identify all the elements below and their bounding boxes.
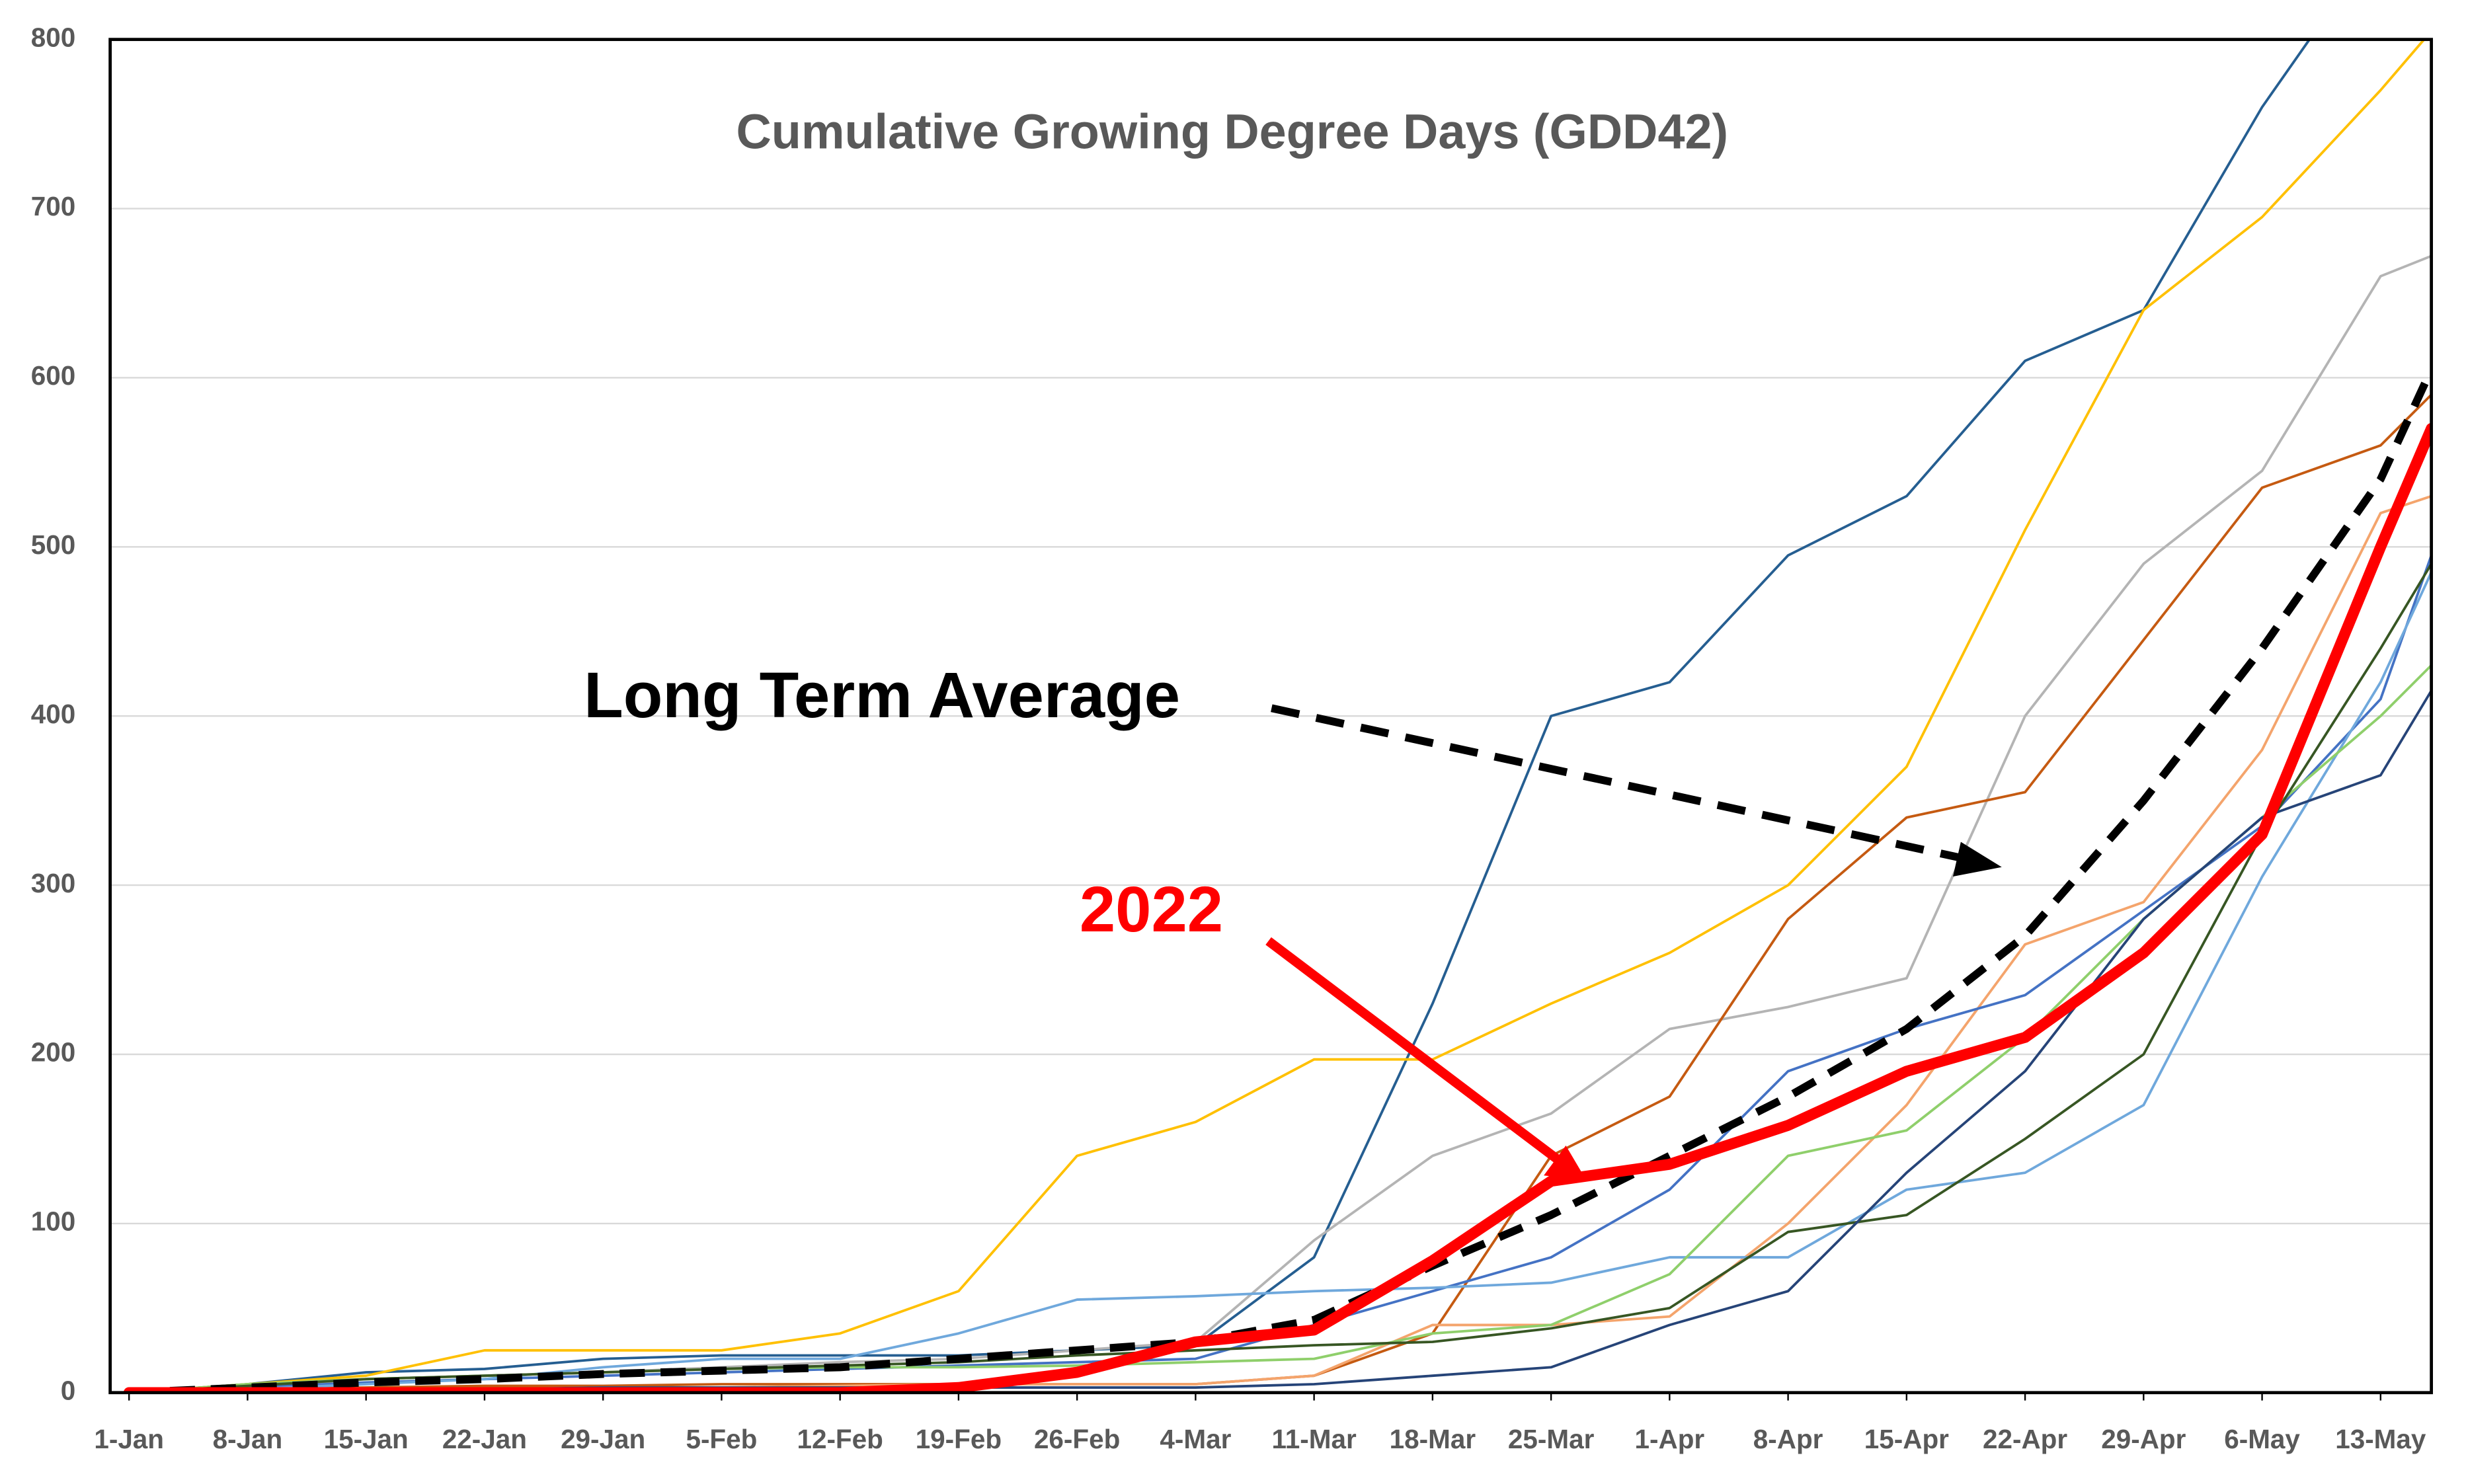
x-tick-label: 13-May: [2335, 1424, 2426, 1454]
arrow-head: [1544, 1146, 1587, 1181]
x-tick-label: 12-Feb: [797, 1424, 883, 1454]
x-tick-label: 18-Mar: [1390, 1424, 1476, 1454]
y-tick-label: 500: [31, 529, 75, 560]
chart-title: Cumulative Growing Degree Days (GDD42): [736, 104, 1729, 159]
x-tick-label: 1-Jan: [94, 1424, 164, 1454]
series-line: [128, 393, 2432, 1393]
annotation: Long Term Average: [584, 659, 1180, 731]
x-tick-label: 1-Apr: [1635, 1424, 1705, 1454]
x-tick-label: 19-Feb: [916, 1424, 1002, 1454]
x-tick-label: 15-Jan: [324, 1424, 409, 1454]
plot-frame: [108, 38, 2434, 1395]
series-line: [123, 422, 2432, 1393]
series-line: [128, 254, 2432, 1393]
x-tick-label: 8-Apr: [1753, 1424, 1823, 1454]
x-tick-label: 26-Feb: [1034, 1424, 1120, 1454]
series-line: [128, 689, 2432, 1393]
annotation-arrow: [1265, 937, 1561, 1164]
x-tick-label: 11-Mar: [1272, 1424, 1357, 1454]
x-tick-label: 29-Apr: [2101, 1424, 2186, 1454]
y-tick-label: 100: [31, 1206, 75, 1237]
x-tick-label: 25-Mar: [1508, 1424, 1595, 1454]
x-tick-label: 22-Apr: [1983, 1424, 2067, 1454]
x-tick-label: 22-Jan: [442, 1424, 527, 1454]
y-tick-label: 0: [61, 1375, 75, 1405]
series-line: [128, 554, 2432, 1393]
y-tick-label: 400: [31, 699, 75, 729]
x-tick-label: 4-Mar: [1160, 1424, 1231, 1454]
annotation: 2022: [1080, 873, 1223, 945]
series-line: [128, 39, 2311, 1393]
x-tick-label: 8-Jan: [213, 1424, 283, 1454]
x-tick-label: 6-May: [2224, 1424, 2300, 1454]
annotations: Long Term Average 2022: [584, 659, 2002, 1181]
series-line: [128, 563, 2432, 1393]
y-tick-label: 700: [31, 191, 75, 221]
lines: [123, 39, 2432, 1393]
y-tick-label: 800: [31, 22, 75, 52]
annotation-arrow: [1271, 704, 1968, 863]
arrow-head: [1953, 841, 2002, 877]
y-tick-label: 300: [31, 868, 75, 898]
series-line: [128, 368, 2432, 1393]
series-line: [128, 39, 2426, 1393]
x-tick-label: 5-Feb: [686, 1424, 757, 1454]
y-tick-label: 200: [31, 1037, 75, 1068]
x-tick-label: 15-Apr: [1864, 1424, 1949, 1454]
x-tick-label: 29-Jan: [561, 1424, 645, 1454]
y-tick-label: 600: [31, 360, 75, 391]
